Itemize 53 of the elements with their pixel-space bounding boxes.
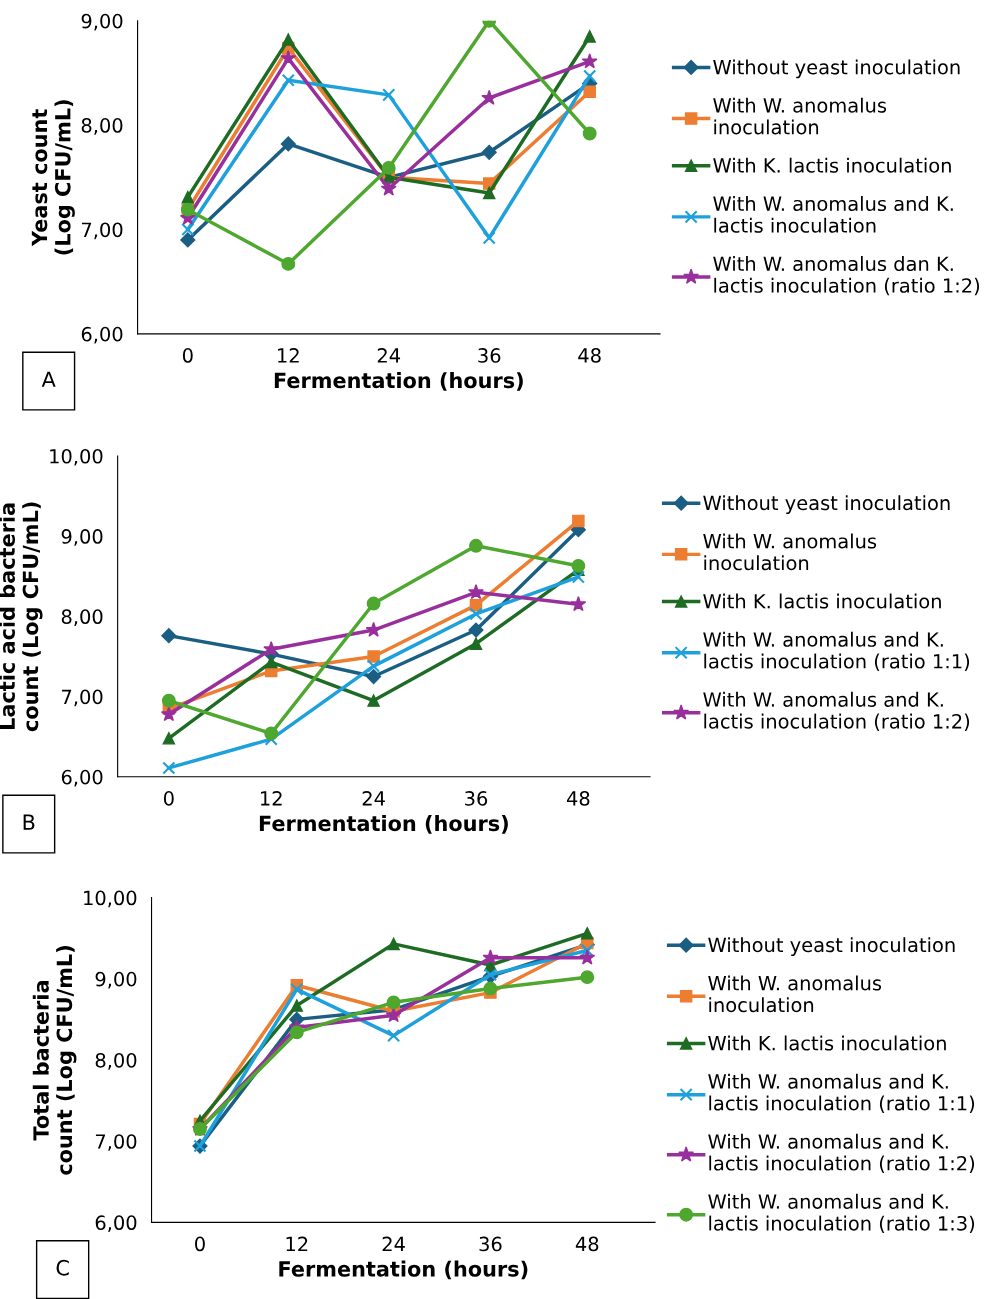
x-tick-label: 24 [377,348,401,363]
x-axis-title: Fermentation (hours) [274,372,523,391]
y-tick-label: 6,00 [95,1215,137,1233]
y-tick-label: 9,00 [61,529,103,546]
y-tick-label: 8,00 [61,609,103,627]
x-tick-label: 36 [478,348,501,363]
y-tick-label: 6,00 [81,326,123,344]
y-axis-title: Yeast count (Log CFU/mL) [31,100,75,255]
x-tick-label: 36 [465,791,488,806]
legend-label: With K. lactis inoculation [713,157,951,173]
x-tick-label: 12 [260,791,282,806]
legend-label: With W. anomalus and K. lactis inoculation (ratio 1:3) [708,1193,975,1233]
legend-label: With W. anomalus dan K. lactis inoculation (ratio 1:2) [713,256,980,296]
x-tick-label: 36 [479,1236,502,1252]
legend-label: With K. lactis inoculation [708,1035,946,1051]
legend-label: With W. anomalus and K. lactis inoculation (ratio 1:2) [708,1133,975,1173]
x-tick-label: 24 [382,1236,405,1252]
y-tick-label: 9,00 [81,13,123,31]
text: B [23,814,35,830]
x-axis-title: Fermentation (hours) [259,815,508,834]
legend-label: With W. anomalus and K. lactis inoculation (ratio 1:1) [703,631,970,671]
x-tick-label: 0 [195,1236,205,1252]
y-tick-label: 8,00 [81,118,123,135]
y-tick-label: 9,00 [95,971,137,989]
x-tick-label: 12 [278,348,299,363]
y-tick-label: 10,00 [50,448,103,466]
y-tick-label: 7,00 [95,1134,137,1151]
x-tick-label: 0 [163,791,174,806]
legend-label: With W. anomalus inoculation [703,533,877,571]
legend-label: With W. anomalus and K. lactis inoculation (ratio 1:1) [708,1073,975,1113]
y-tick-label: 6,00 [61,769,103,787]
legend-label: With W. anomalus inoculation [713,97,887,135]
x-tick-label: 24 [362,791,385,806]
legend-label: With K. lactis inoculation [703,593,941,609]
legend-label: With W. anomalus inoculation [708,975,882,1013]
text: C [56,1259,69,1276]
x-tick-label: 48 [575,1236,599,1252]
y-tick-label: 8,00 [95,1052,137,1070]
legend-label: With W. anomalus and K. lactis inoculation [713,196,953,233]
text: A [41,371,56,387]
legend-label: With W. anomalus and K. lactis inoculation (ratio 1:2) [703,691,970,731]
legend-label: Without yeast inoculation [713,59,960,79]
y-tick-label: 7,00 [62,689,103,707]
legend-label: Without yeast inoculation [703,495,950,515]
y-tick-label: 10,00 [84,890,137,908]
x-tick-label: 12 [286,1236,308,1252]
x-tick-label: 0 [182,348,193,363]
y-tick-label: 7,00 [82,222,123,240]
x-axis-title: Fermentation (hours) [279,1260,528,1280]
y-axis-title: Total bacteria count (Log CFU/mL) [32,946,77,1175]
legend-label: Without yeast inoculation [708,937,955,957]
x-tick-label: 48 [566,791,590,806]
x-tick-label: 48 [578,348,601,363]
